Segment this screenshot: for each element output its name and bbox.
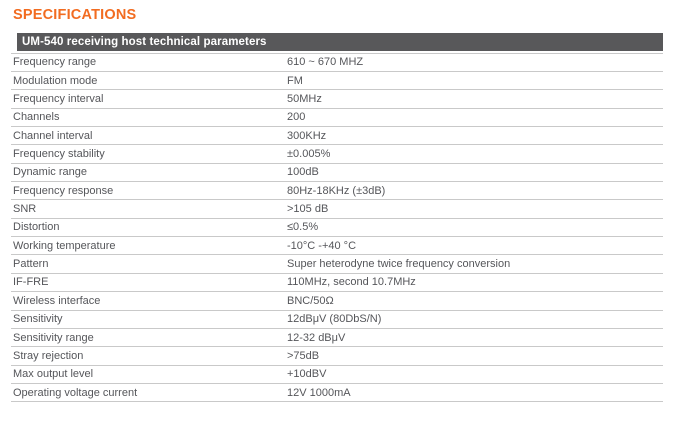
parameter-value: 12-32 dBμV [287,331,346,344]
parameter-value: +10dBV [287,368,327,381]
parameter-value: -10°C -+40 °C [287,239,357,252]
table-row: Frequency interval 50MHz [11,90,663,109]
parameter-label: Dynamic range [13,166,87,179]
table-row: Distortion ≤0.5% [11,219,663,238]
table-row: SNR >105 dB [11,200,663,219]
parameter-label: Channels [13,111,60,124]
table-row: Channel interval 300KHz [11,127,663,146]
table-row: Frequency response 80Hz-18KHz (±3dB) [11,182,663,201]
parameter-label: IF-FRE [13,276,49,289]
table-header: UM-540 receiving host technical paramete… [17,33,663,51]
parameter-label: Sensitivity [13,313,63,326]
parameter-value: ±0.005% [287,147,331,160]
spec-table: UM-540 receiving host technical paramete… [11,33,663,403]
parameter-label: Frequency stability [13,147,105,160]
table-row: Max output level +10dBV [11,366,663,384]
parameter-label: Modulation mode [13,74,98,87]
parameter-value: 80Hz-18KHz (±3dB) [287,184,386,197]
table-row: Dynamic range 100dB [11,164,663,183]
table-rows: Frequency range 610 ~ 670 MHZ Modulation… [11,52,663,403]
parameter-label: Max output level [13,368,94,381]
parameter-label: Frequency interval [13,92,104,105]
table-row: Operating voltage current 12V 1000mA [11,384,663,403]
parameter-label: SNR [13,203,37,216]
parameter-label: Operating voltage current [13,386,138,399]
parameter-value: 50MHz [287,92,322,105]
parameter-label: Channel interval [13,129,93,142]
parameter-value: 100dB [287,166,319,179]
table-row: Working temperature -10°C -+40 °C [11,237,663,256]
parameter-label: Pattern [13,258,49,271]
table-row: Stray rejection >75dB [11,347,663,366]
table-row: Frequency range 610 ~ 670 MHZ [11,54,663,72]
parameter-value: FM [287,74,303,87]
parameter-value: 610 ~ 670 MHZ [287,56,364,69]
parameter-value: 110MHz, second 10.7MHz [287,276,416,289]
table-row: Modulation mode FM [11,72,663,91]
table-row: IF-FRE 110MHz, second 10.7MHz [11,274,663,293]
parameter-value: BNC/50Ω [287,294,334,307]
parameter-value: 12V 1000mA [287,386,351,399]
table-row: Pattern Super heterodyne twice frequency… [11,255,663,274]
parameter-value: >105 dB [287,203,329,216]
table-row: Sensitivity 12dBμV (80DbS/N) [11,311,663,329]
parameter-value: >75dB [287,349,320,362]
parameter-value: ≤0.5% [287,221,319,234]
parameter-value: 12dBμV (80DbS/N) [287,313,382,326]
table-row: Channels 200 [11,109,663,127]
parameter-label: Sensitivity range [13,331,94,344]
table-row: Wireless interface BNC/50Ω [11,292,663,311]
parameter-label: Frequency response [13,184,114,197]
parameter-value: 300KHz [287,129,327,142]
parameter-value: 200 [287,111,306,124]
parameter-value: Super heterodyne twice frequency convers… [287,258,511,271]
parameter-label: Frequency range [13,56,97,69]
page-title: SPECIFICATIONS [13,7,137,23]
table-row: Frequency stability ±0.005% [11,145,663,164]
parameter-label: Stray rejection [13,349,84,362]
parameter-label: Working temperature [13,239,116,252]
parameter-label: Distortion [13,221,60,234]
table-row: Sensitivity range 12-32 dBμV [11,329,663,348]
parameter-label: Wireless interface [13,294,101,307]
